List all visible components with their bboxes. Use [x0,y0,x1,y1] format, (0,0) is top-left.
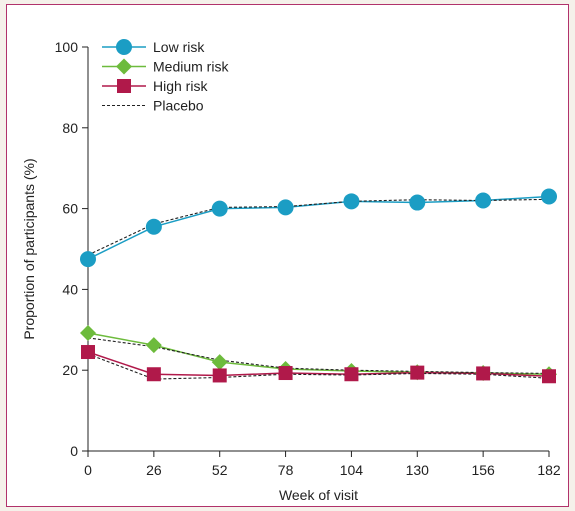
y-tick-label: 0 [70,443,78,459]
y-axis-label: Proportion of participants (%) [21,158,37,339]
legend-high-risk-label: High risk [153,78,208,94]
medium-risk-point [80,325,96,342]
high-risk-point [278,366,293,381]
legend-low-risk-marker [116,39,132,55]
legend-medium-risk-label: Medium risk [153,59,229,75]
x-tick-label: 156 [471,462,495,478]
x-tick-label: 26 [146,462,162,478]
low-risk-point [211,200,228,217]
low-risk-point [409,194,426,211]
high-risk-point [344,367,359,382]
legend-placebo-label: Placebo [153,98,204,114]
x-tick-label: 104 [340,462,364,478]
medium-risk-point [145,337,162,354]
low-risk-point [343,193,360,210]
low-risk-point [80,251,96,268]
chart-axes: 0 20 40 60 80 100 0 26 52 78 104 130 156 182 [55,39,561,478]
high-risk-point [542,369,556,384]
x-tick-label: 182 [537,462,561,478]
x-axis-label: Week of visit [279,487,358,503]
placebo-line-3 [87,353,550,380]
high-risk-point [81,345,95,360]
y-tick-label: 40 [62,281,78,297]
low-risk-line [87,195,550,260]
high-risk-point [212,368,227,383]
low-risk-point [277,199,294,216]
placebo-line-2 [87,337,550,374]
y-tick-label: 100 [55,39,79,55]
x-tick-label: 130 [406,462,430,478]
legend-medium-risk-marker [116,58,132,75]
chart-series [80,188,557,384]
legend-high-risk-marker [117,79,131,93]
medium-risk-point [211,354,228,371]
y-tick-label: 80 [62,120,78,136]
line-chart: 0 20 40 60 80 100 0 26 52 78 104 130 156 182 Low risk… [21,39,561,503]
y-tick-label: 60 [62,201,78,217]
y-tick-label: 20 [62,362,78,378]
high-risk-line [87,351,550,378]
low-risk-point [475,192,492,209]
high-risk-point [476,366,491,381]
low-risk-point [145,218,162,235]
legend-low-risk-label: Low risk [153,39,205,55]
x-tick-label: 78 [278,462,294,478]
chart-legend: Low risk Medium risk High risk Placebo [102,39,229,114]
low-risk-point [541,188,557,205]
x-tick-label: 52 [212,462,228,478]
high-risk-point [410,365,425,380]
x-tick-label: 0 [84,462,92,478]
high-risk-point [146,367,161,382]
figure-frame: 0 20 40 60 80 100 0 26 52 78 104 130 156 182 Low risk… [6,4,569,507]
